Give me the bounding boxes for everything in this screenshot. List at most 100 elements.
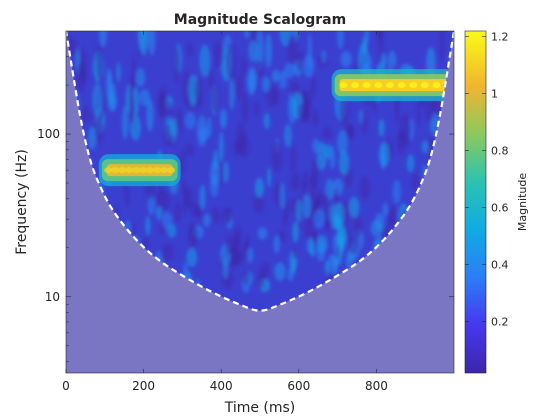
texture-bright-spot	[279, 182, 285, 209]
texture-dark-spot	[271, 141, 283, 173]
colorbar-tick-label: 0.2	[491, 316, 509, 329]
texture-bright-spot	[161, 212, 173, 230]
feature-band-1-highlight	[111, 167, 120, 174]
texture-dark-spot	[361, 109, 368, 136]
feature-band-1-highlight	[139, 167, 148, 174]
colorbar-label: Magnitude	[516, 173, 529, 232]
texture-dark-spot	[155, 192, 163, 208]
texture-dark-spot	[318, 193, 329, 207]
texture-bright-spot	[312, 138, 320, 154]
texture-dark-spot	[213, 40, 224, 69]
texture-bright-spot	[279, 70, 287, 89]
texture-bright-spot	[155, 205, 163, 220]
colorbar-tick-label: 0.6	[491, 202, 509, 215]
texture-bright-spot	[325, 178, 335, 201]
texture-dark-spot	[323, 218, 333, 233]
texture-bright-spot	[185, 111, 196, 130]
feature-band-2-highlight	[362, 82, 371, 89]
texture-dark-spot	[124, 185, 130, 207]
texture-dark-spot	[297, 103, 309, 122]
texture-bright-spot	[169, 118, 178, 137]
texture-dark-spot	[255, 60, 264, 79]
texture-dark-spot	[290, 172, 301, 191]
texture-dark-spot	[282, 213, 289, 227]
texture-bright-spot	[116, 62, 121, 83]
texture-dark-spot	[359, 176, 371, 200]
feature-band-2-highlight	[374, 82, 383, 89]
texture-bright-spot	[316, 141, 327, 171]
texture-dark-spot	[187, 224, 199, 249]
texture-dark-spot	[186, 42, 193, 58]
texture-bright-spot	[210, 174, 219, 198]
feature-band-1-highlight	[167, 167, 176, 174]
texture-bright-spot	[263, 112, 270, 130]
scalogram-features	[98, 69, 454, 187]
texture-bright-spot	[213, 150, 219, 171]
texture-bright-spot	[257, 227, 268, 240]
texture-bright-spot	[316, 239, 326, 262]
texture-bright-spot	[337, 31, 344, 50]
texture-bright-spot	[364, 31, 370, 46]
texture-dark-spot	[183, 190, 188, 216]
texture-bright-spot	[306, 238, 315, 254]
texture-dark-spot	[207, 68, 214, 91]
texture-dark-spot	[290, 145, 296, 173]
texture-bright-spot	[219, 108, 228, 129]
y-axis: 10 100	[37, 35, 454, 362]
x-tick-label: 600	[287, 379, 310, 393]
colorbar: 0.2 0.4 0.6 0.8 1 1.2 Magnitude	[464, 30, 529, 374]
plot-frame	[65, 30, 455, 374]
texture-bright-spot	[199, 44, 211, 77]
texture-dark-spot	[225, 235, 235, 255]
texture-dark-spot	[311, 75, 316, 98]
feature-band-1-highlight	[160, 167, 169, 174]
x-axis-label: Time (ms)	[224, 400, 296, 416]
texture-dark-spot	[339, 95, 350, 127]
texture-dark-spot	[387, 212, 393, 227]
texture-bright-spot	[284, 124, 292, 148]
texture-bright-spot	[99, 31, 107, 48]
texture-bright-spot	[421, 140, 429, 154]
texture-dark-spot	[167, 101, 173, 117]
texture-dark-spot	[173, 46, 180, 84]
colorbar-tick-label: 1.2	[491, 31, 509, 44]
texture-dark-spot	[162, 243, 174, 262]
texture-bright-spot	[295, 199, 303, 222]
texture-dark-spot	[311, 227, 318, 243]
texture-dark-spot	[211, 207, 221, 224]
texture-bright-spot	[333, 202, 345, 229]
texture-bright-spot	[254, 177, 264, 198]
texture-dark-spot	[240, 56, 247, 78]
texture-dark-spot	[399, 113, 412, 147]
cone-of-influence-edge	[66, 31, 454, 312]
texture-bright-spot	[382, 202, 388, 217]
texture-dark-spot	[292, 247, 297, 260]
texture-dark-spot	[156, 91, 166, 118]
texture-bright-spot	[247, 247, 254, 263]
texture-dark-spot	[175, 108, 183, 134]
texture-bright-spot	[139, 88, 151, 107]
plot-area	[65, 30, 455, 374]
texture-dark-spot	[75, 62, 87, 92]
texture-bright-spot	[222, 258, 228, 279]
texture-dark-spot	[283, 198, 289, 218]
texture-bright-spot	[148, 31, 156, 56]
texture-bright-spot	[146, 99, 154, 132]
feature-band-2-core	[339, 79, 452, 92]
texture-bright-spot	[139, 31, 149, 56]
feature-band-1-highlight	[118, 167, 127, 174]
x-tick-label: 400	[210, 379, 233, 393]
feature-band-1-highlight	[104, 167, 113, 174]
texture-dark-spot	[221, 206, 231, 226]
texture-bright-spot	[313, 208, 325, 229]
feature-band-2-highlight	[339, 82, 348, 89]
chart-title: Magnitude Scalogram	[174, 12, 346, 28]
texture-bright-spot	[105, 67, 112, 100]
feature-band-2-highlight	[385, 82, 394, 89]
x-tick-label: 800	[365, 379, 388, 393]
y-axis-label: Frequency (Hz)	[14, 149, 30, 255]
texture-bright-spot	[207, 116, 212, 138]
texture-dark-spot	[287, 34, 299, 66]
feature-band-2-highlight	[409, 82, 418, 89]
texture-dark-spot	[174, 202, 182, 223]
